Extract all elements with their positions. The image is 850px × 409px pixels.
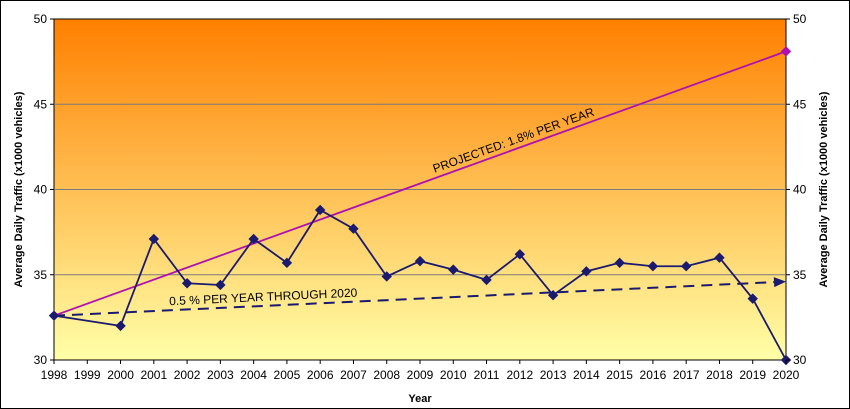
traffic-data-point [148, 233, 160, 245]
x-tick-label: 2005 [274, 368, 301, 382]
y-tick-label-right: 30 [793, 353, 807, 367]
x-tick-label: 2004 [240, 368, 267, 382]
traffic-data-point [48, 310, 60, 321]
x-tick-label: 1998 [41, 368, 68, 382]
x-tick-label: 2012 [506, 368, 533, 382]
traffic-data-point [381, 271, 392, 282]
traffic-data-point [514, 249, 526, 260]
traffic-data-point [348, 223, 359, 234]
traffic-data-point [181, 278, 193, 289]
traffic-data-point [547, 290, 559, 301]
y-tick-label-left: 40 [34, 183, 48, 197]
y-tick-label-left: 45 [34, 97, 48, 111]
traffic-data-point [614, 257, 625, 269]
traffic-data-point [281, 257, 293, 269]
traffic-data-point [680, 261, 692, 272]
x-tick-label: 2018 [706, 368, 733, 382]
traffic-data-point [414, 255, 426, 267]
gridlines [54, 103, 786, 276]
traffic-data-point [747, 293, 758, 304]
x-tick-label: 2000 [107, 368, 134, 382]
x-tick-label: 2013 [540, 368, 567, 382]
x-tick-label: 1999 [74, 368, 101, 382]
x-tick-label: 2001 [140, 368, 167, 382]
x-tick-label: 2020 [773, 368, 800, 382]
x-tick-label: 2002 [174, 368, 201, 382]
y-tick-label-right: 40 [793, 183, 807, 197]
traffic-data-point [481, 274, 492, 286]
trend-line-0-5-percent [53, 281, 775, 317]
y-tick-label-right: 45 [793, 97, 807, 111]
traffic-series-line [53, 208, 787, 361]
y-axis-title-right: Average Daily Traffic (x1000 vehicles) [818, 91, 830, 287]
traffic-data-point [714, 252, 725, 263]
y-tick-label-left: 30 [34, 353, 48, 367]
x-tick-label: 2015 [606, 368, 633, 382]
traffic-data-point [115, 320, 126, 332]
x-tick-label: 2010 [440, 368, 467, 382]
traffic-data-point [314, 204, 326, 216]
x-tick-label: 2007 [340, 368, 367, 382]
x-tick-label: 2003 [207, 368, 234, 382]
y-tick-label-right: 35 [793, 268, 807, 282]
trend-arrowhead [773, 277, 786, 288]
projected-line-1-8-percent [53, 50, 787, 317]
x-tick-label: 2017 [673, 368, 700, 382]
traffic-data-point [215, 279, 226, 291]
series-layer [48, 46, 792, 366]
x-tick-label: 2016 [640, 368, 667, 382]
y-tick-label-left: 35 [34, 268, 48, 282]
x-axis-title: Year [408, 393, 432, 405]
x-tick-label: 2019 [739, 368, 766, 382]
y-tick-label-right: 50 [793, 12, 807, 26]
projected-endpoint-marker [780, 46, 792, 57]
traffic-data-point [647, 261, 659, 272]
x-tick-label: 2011 [474, 368, 500, 382]
x-tick-label: 2008 [373, 368, 400, 382]
traffic-data-point [448, 264, 459, 275]
traffic-data-point [248, 233, 259, 245]
x-tick-label: 2006 [307, 368, 334, 382]
tick-labels: 30 30 35 35 40 40 45 45 50 50 1998 1999 2000 2001 2002… [34, 12, 807, 382]
x-tick-label: 2014 [573, 368, 600, 382]
y-axis-title-left: Average Daily Traffic (x1000 vehicles) [13, 91, 25, 287]
x-tick-label: 2009 [407, 368, 434, 382]
y-tick-label-left: 50 [34, 12, 48, 26]
traffic-data-point [581, 266, 592, 277]
